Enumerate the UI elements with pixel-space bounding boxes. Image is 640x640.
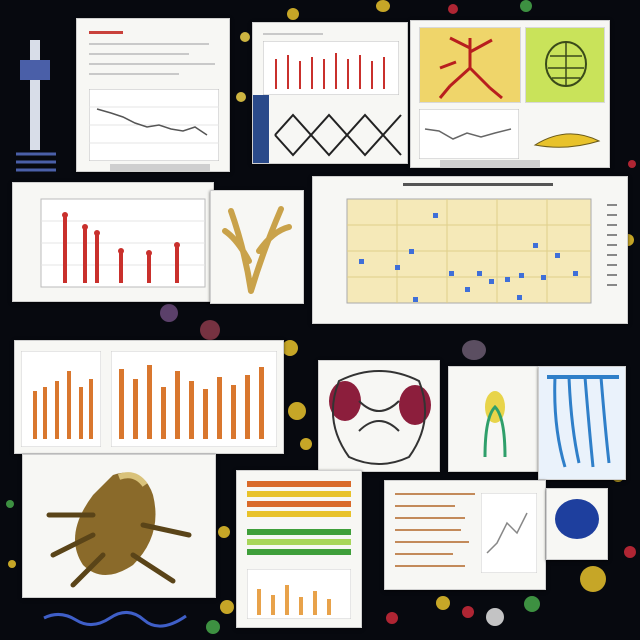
table-stripe: [247, 539, 351, 545]
bokeh-light: [386, 612, 398, 624]
table-stripe: [247, 481, 351, 487]
table-stripe: [247, 529, 351, 535]
blue-seed-sketch: [555, 499, 599, 539]
bokeh-light: [520, 0, 532, 12]
text-line: [89, 43, 209, 45]
text-line: [395, 517, 465, 519]
bokeh-light: [580, 566, 606, 592]
side-plot: [481, 493, 537, 573]
botanical-sketch-sheet: [410, 20, 610, 168]
bokeh-light: [436, 596, 450, 610]
text-line: [89, 63, 215, 65]
bottom-scribble: [43, 611, 187, 628]
scatter-plot: [346, 198, 592, 304]
bokeh-light: [448, 4, 458, 14]
lattice-sketch: [253, 95, 402, 163]
leaf-sketch: [533, 133, 601, 148]
bokeh-light: [220, 600, 234, 614]
caption-mark: [440, 160, 540, 168]
blue-stem-sheet: [448, 366, 540, 472]
table-stripe: [247, 491, 351, 497]
text-line: [395, 541, 469, 543]
bokeh-light: [462, 606, 474, 618]
table-stripe: [247, 501, 351, 507]
text-line: [89, 53, 189, 55]
text-line: [395, 493, 475, 495]
tree-branch-sketch: [222, 206, 292, 294]
blue-root-sheet: [538, 366, 626, 480]
bokeh-light: [8, 560, 16, 568]
line-chart-sheet: [76, 18, 230, 172]
text-line: [395, 565, 465, 567]
scatter-plot-sheet: [312, 176, 628, 324]
blue-root-sketch: [547, 375, 619, 468]
red-dot-chart-sheet: [12, 182, 214, 302]
small-orange-bar-chart: [21, 351, 101, 447]
striped-bar-chart: [263, 41, 399, 95]
root-tuber-sheet: [22, 454, 216, 598]
bokeh-light: [376, 0, 390, 12]
bokeh-light: [236, 92, 246, 102]
maroon-pod-sketch: [329, 370, 431, 465]
text-line: [395, 505, 455, 507]
bokeh-light: [206, 620, 220, 634]
bokeh-light: [524, 596, 540, 612]
text-line: [395, 553, 453, 555]
bokeh-light: [218, 526, 230, 538]
text-document-sheet: [384, 480, 546, 590]
red-dot-bar-chart: [40, 198, 206, 288]
striped-table-sheet: [236, 470, 362, 628]
title-mark: [403, 183, 553, 186]
bokeh-light: [240, 32, 250, 42]
blue-seed-sheet: [546, 488, 608, 560]
text-line: [395, 529, 461, 531]
root-sketch-panel: [419, 27, 521, 103]
branching-root-sketch: [438, 36, 503, 100]
bokeh-light: [6, 500, 14, 508]
header-mark: [89, 31, 123, 34]
seed-sketch-panel: [525, 27, 605, 103]
legend-column: [607, 204, 617, 286]
seed-pod-sketch: [545, 41, 587, 87]
text-line: [263, 33, 323, 35]
mini-bar-chart: [247, 569, 351, 619]
root-tuber-sketch: [46, 472, 192, 588]
tree-branch-sheet: [210, 190, 304, 304]
bokeh-light: [288, 402, 306, 420]
table-stripe: [247, 511, 351, 517]
text-line: [89, 73, 179, 75]
bokeh-light: [282, 340, 298, 356]
large-orange-bar-chart: [111, 351, 277, 447]
maroon-sketch-sheet: [318, 360, 440, 472]
blue-stem-sketch: [483, 391, 507, 458]
caption-mark: [110, 164, 210, 172]
bokeh-light: [287, 8, 299, 20]
bokeh-light: [462, 340, 486, 360]
bar-grid-sheet: [252, 22, 408, 164]
left-edge-sketch: [16, 40, 56, 172]
bokeh-light: [628, 160, 636, 168]
bokeh-light: [200, 320, 220, 340]
line-plot: [89, 89, 219, 161]
bokeh-light: [486, 608, 504, 626]
bokeh-light: [160, 304, 178, 322]
mini-line-plot: [419, 109, 519, 159]
table-stripe: [247, 549, 351, 555]
bokeh-light: [300, 438, 312, 450]
bokeh-light: [624, 546, 636, 558]
orange-bar-chart-sheet: [14, 340, 284, 454]
